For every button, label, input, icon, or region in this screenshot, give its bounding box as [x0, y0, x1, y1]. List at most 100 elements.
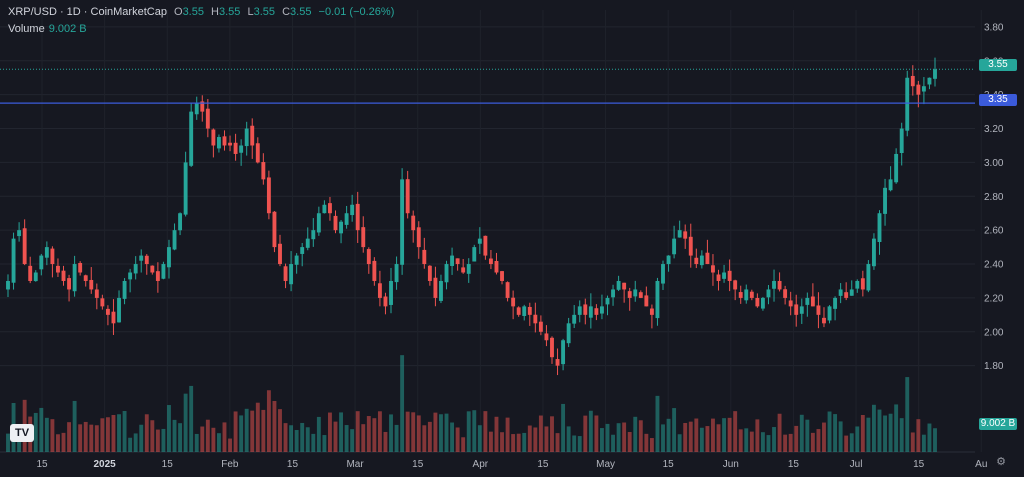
x-tick-label: May: [596, 459, 615, 470]
candle-body: [555, 359, 560, 366]
candle-body: [105, 308, 110, 315]
volume-bar: [777, 413, 782, 452]
volume-bar: [94, 425, 99, 452]
candle: [550, 336, 554, 364]
candle-body: [400, 179, 405, 265]
candle: [433, 266, 438, 307]
volume-bars: [6, 355, 937, 452]
change-value: −0.01 (−0.26%): [318, 6, 395, 18]
candle: [100, 294, 105, 310]
candle: [122, 278, 127, 305]
candle: [755, 293, 760, 308]
volume-bar: [566, 426, 571, 452]
candle-body: [178, 213, 183, 231]
candle: [255, 137, 260, 164]
candle: [211, 128, 216, 158]
candle-body: [594, 308, 599, 315]
candle: [389, 267, 393, 314]
volume-bar: [433, 412, 438, 452]
candle-body: [822, 317, 826, 324]
volume-bar: [455, 427, 460, 452]
y-tick-label: 3.80: [984, 22, 1004, 33]
candle: [383, 292, 388, 315]
volume-bar: [161, 428, 166, 452]
candle-body: [849, 289, 854, 296]
volume-bar: [527, 425, 532, 452]
candle: [616, 275, 621, 292]
candles: [6, 57, 937, 376]
candle: [439, 274, 443, 304]
candle: [377, 270, 382, 307]
candle-body: [511, 297, 516, 307]
candle: [594, 304, 599, 321]
candle: [572, 305, 577, 328]
candle-body: [600, 306, 604, 314]
gear-icon[interactable]: ⚙: [996, 456, 1006, 468]
candle: [322, 200, 327, 214]
candle-body: [128, 272, 133, 280]
y-tick-label: 2.00: [984, 327, 1004, 338]
volume-bar: [605, 423, 610, 452]
candle: [44, 241, 49, 266]
volume-bar: [483, 411, 488, 452]
volume-bar: [544, 426, 549, 452]
candle-body: [205, 108, 210, 129]
candle-body: [871, 238, 876, 267]
candle: [894, 148, 899, 184]
candle-body: [33, 272, 38, 282]
candle: [355, 191, 360, 244]
volume-bar: [899, 418, 904, 452]
high-value: 3.55: [219, 6, 241, 18]
candle: [505, 281, 510, 302]
candle: [222, 130, 227, 151]
candle-body: [577, 306, 582, 315]
volume-bar: [505, 417, 510, 452]
candle-body: [910, 75, 915, 87]
candle-body: [644, 295, 649, 307]
candle-body: [67, 278, 72, 290]
candle: [705, 239, 710, 265]
candle: [128, 268, 133, 293]
volume-bar: [383, 431, 388, 452]
candle: [50, 246, 55, 278]
candle-body: [328, 203, 332, 214]
candle-body: [422, 249, 427, 265]
x-tick-label: 15: [663, 459, 675, 470]
candle: [488, 249, 493, 270]
candle: [733, 279, 738, 301]
candle: [655, 277, 660, 326]
candle-body: [810, 296, 815, 307]
candle: [394, 256, 399, 290]
candle: [89, 267, 94, 294]
volume-bar: [661, 424, 665, 452]
candle: [61, 265, 66, 286]
candle: [627, 287, 632, 311]
candle: [361, 216, 366, 253]
volume-bar: [894, 404, 899, 452]
volume-bar: [100, 418, 105, 452]
candle: [533, 302, 538, 333]
candle-body: [533, 314, 538, 324]
volume-bar: [910, 432, 915, 452]
candle: [39, 253, 44, 276]
volume-bar: [844, 435, 849, 452]
volume-bar: [56, 434, 60, 452]
volume-bar: [150, 420, 155, 452]
candle: [289, 251, 294, 292]
candle: [266, 170, 271, 220]
x-tick-label: 15: [788, 459, 800, 470]
volume-bar: [328, 412, 332, 452]
volume-bar: [833, 414, 838, 452]
tradingview-logo-icon: TV: [10, 424, 34, 442]
volume-bar: [805, 419, 810, 452]
candle: [111, 299, 116, 335]
candle-body: [766, 289, 771, 298]
candle-body: [544, 333, 549, 341]
candle-body: [28, 265, 33, 281]
volume-bar: [794, 425, 799, 452]
volume-bar: [67, 422, 72, 452]
candle-body: [111, 311, 116, 324]
candle-body: [83, 275, 88, 281]
volume-bar: [155, 429, 160, 452]
